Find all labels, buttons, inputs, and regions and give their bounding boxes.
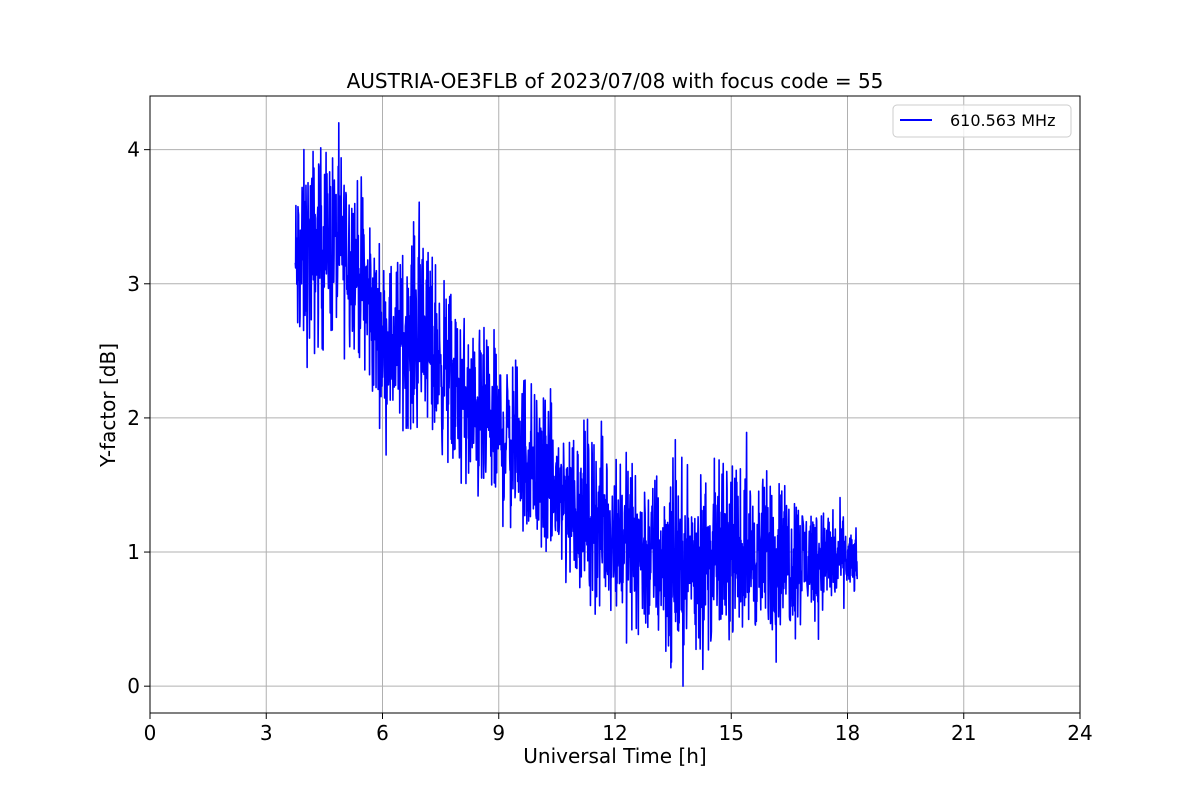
x-tick-label: 3 (260, 721, 273, 745)
y-axis: 0 1 2 3 4 (127, 138, 150, 698)
y-tick-label: 4 (127, 138, 140, 162)
series-layer (294, 122, 858, 687)
x-tick-label: 6 (376, 721, 389, 745)
y-tick-label: 2 (127, 406, 140, 430)
y-tick-label: 0 (127, 674, 140, 698)
legend-label: 610.563 MHz (950, 111, 1055, 130)
x-axis-title: Universal Time [h] (523, 744, 706, 768)
y-tick-label: 3 (127, 272, 140, 296)
x-tick-label: 21 (951, 721, 976, 745)
x-tick-label: 0 (144, 721, 157, 745)
x-tick-label: 9 (492, 721, 505, 745)
y-tick-label: 1 (127, 540, 140, 564)
x-tick-label: 24 (1067, 721, 1092, 745)
x-axis: 0 3 6 9 12 15 18 21 24 (144, 713, 1093, 745)
grid (149, 96, 1081, 713)
x-tick-label: 18 (835, 721, 860, 745)
y-axis-title: Y-factor [dB] (96, 343, 120, 468)
x-tick-label: 15 (719, 721, 744, 745)
legend: 610.563 MHz (892, 104, 1072, 138)
series-line (294, 122, 858, 687)
chart-title: AUSTRIA-OE3FLB of 2023/07/08 with focus … (347, 69, 884, 93)
legend-box (892, 104, 1072, 138)
x-tick-label: 12 (602, 721, 627, 745)
